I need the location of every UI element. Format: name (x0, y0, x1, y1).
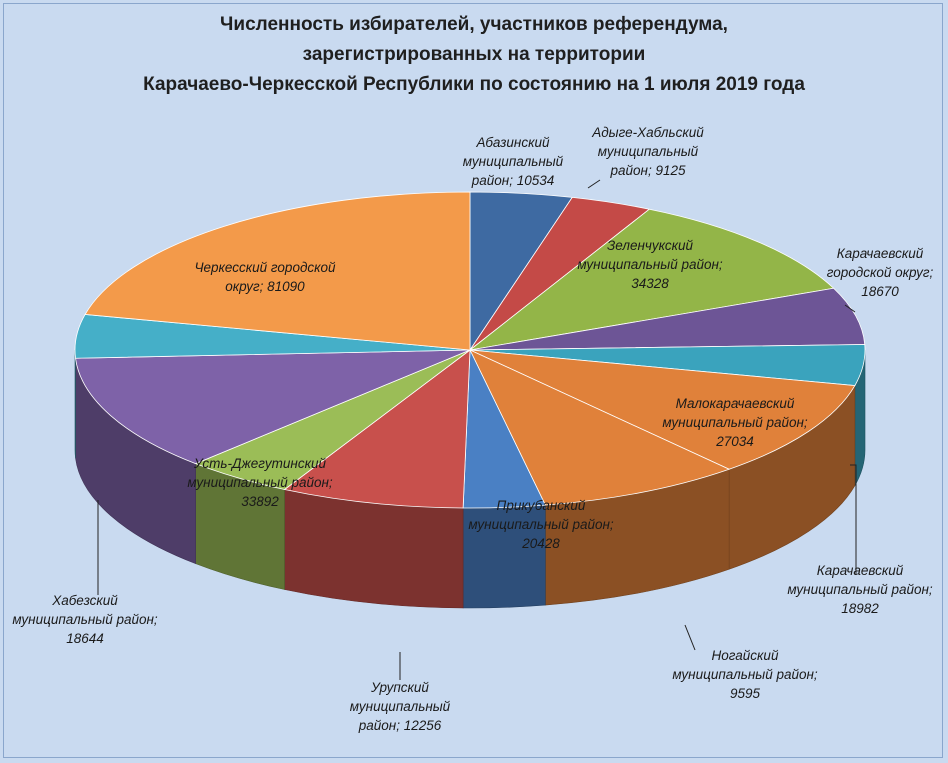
leader-line-6 (850, 464, 857, 575)
slice-label-9: Урупский муниципальный район; 12256 (350, 680, 451, 733)
slice-label-line: Адыге-Хабльский (591, 125, 704, 140)
slice-label-line: Хабезский (51, 593, 118, 608)
slice-label-line: муниципальный (350, 699, 451, 714)
slice-label-5: Малокарачаевский муниципальный район; 2703… (662, 396, 808, 449)
chart-frame (3, 3, 943, 758)
slice-label-10: Усть-Джегутинский муниципальный район; 338… (187, 456, 333, 509)
pie-slice-6 (469, 349, 731, 506)
slice-label-line: Малокарачаевский (676, 396, 795, 411)
slice-labels: Абазинский муниципальный район; 10534 Адыге… (12, 125, 933, 733)
leader-line-7 (684, 624, 696, 651)
slice-label-line: муниципальный район; (672, 667, 818, 682)
pie-slice-8 (283, 349, 471, 509)
title-line-1: Численность избирателей, участников рефе… (220, 14, 728, 35)
pie-slice-10 (75, 349, 471, 465)
pie-slice-5 (469, 349, 856, 470)
slice-label-line: Карачаевский (837, 246, 924, 261)
pie-sides (74, 349, 866, 609)
slice-label-11: Хабезский муниципальный район; 18644 (12, 593, 158, 646)
slice-label-2: Зеленчукский муниципальный район; 34328 (577, 238, 723, 291)
pie-tops (74, 191, 866, 509)
slice-label-line: район; 12256 (358, 718, 442, 733)
leader-line-1 (587, 179, 601, 189)
slice-label-line: 18644 (66, 631, 104, 646)
slice-label-line: округ; 81090 (225, 279, 305, 294)
slice-label-line: муниципальный район; (577, 257, 723, 272)
slice-label-7: Ногайский муниципальный район; 9595 (672, 648, 818, 701)
slice-label-line: 18982 (841, 601, 879, 616)
slice-label-3: Карачаевский городской округ; 18670 (827, 246, 934, 299)
leader-line-3 (844, 304, 856, 313)
slice-label-line: Урупский (370, 680, 429, 695)
slice-label-0: Абазинский муниципальный район; 10534 (463, 135, 564, 188)
pie-side-11 (74, 349, 76, 459)
title-line-2: зарегистрированных на территории (302, 44, 646, 65)
slice-label-line: Прикубанский (497, 498, 586, 513)
slice-label-line: Карачаевский (817, 563, 904, 578)
slice-label-line: Усть-Джегутинский (193, 456, 326, 471)
slice-label-line: 27034 (715, 434, 754, 449)
slice-label-line: Ногайский (712, 648, 779, 663)
slice-label-8: Прикубанский муниципальный район; 20428 (468, 498, 614, 551)
slice-label-line: муниципальный (598, 144, 699, 159)
slice-label-line: район; 9125 (610, 163, 686, 178)
slice-label-1: Адыге-Хабльский муниципальный район; 9125 (591, 125, 704, 178)
slice-label-line: муниципальный район; (662, 415, 808, 430)
slice-label-line: Зеленчукский (607, 238, 693, 253)
slice-label-line: муниципальный район; (787, 582, 933, 597)
slice-label-line: Черкесский городской (194, 260, 336, 275)
slice-label-line: Абазинский (475, 135, 550, 150)
slice-label-line: 9595 (730, 686, 761, 701)
slice-label-line: муниципальный район; (468, 517, 614, 532)
slice-label-line: 34328 (631, 276, 669, 291)
slice-label-line: 18670 (861, 284, 899, 299)
slice-label-6: Карачаевский муниципальный район; 18982 (787, 563, 933, 616)
slice-label-line: муниципальный район; (187, 475, 333, 490)
title-line-3: Карачаево-Черкесской Республики по состо… (143, 74, 805, 95)
slice-label-line: муниципальный (463, 154, 564, 169)
pie-slice-3 (469, 287, 866, 351)
slice-label-line: муниципальный район; (12, 612, 158, 627)
slice-label-line: городской округ; (827, 265, 934, 280)
pie-slice-12 (84, 191, 471, 351)
slice-label-line: район; 10534 (471, 173, 555, 188)
slice-label-line: 33892 (241, 494, 279, 509)
leader-lines (97, 179, 857, 680)
pie-slice-2 (469, 208, 835, 351)
slice-label-12: Черкесский городской округ; 81090 (194, 260, 336, 294)
chart-title: Численность избирателей, участников рефе… (0, 10, 948, 100)
slice-label-line: 20428 (521, 536, 560, 551)
